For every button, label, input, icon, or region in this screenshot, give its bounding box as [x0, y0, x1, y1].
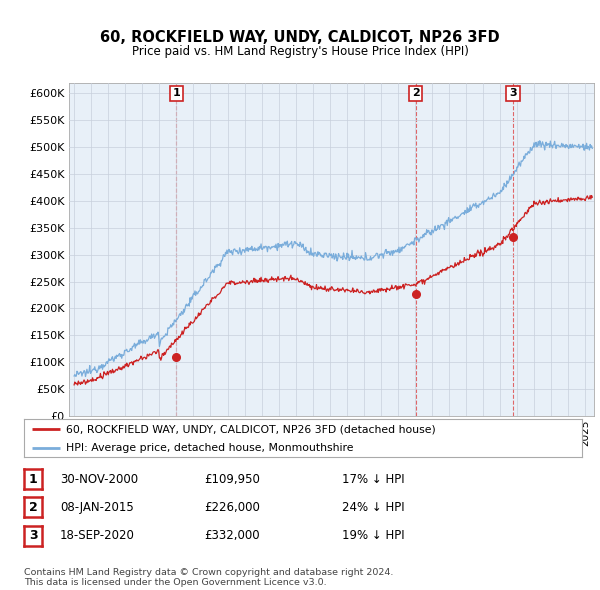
Text: £226,000: £226,000	[204, 501, 260, 514]
Text: £109,950: £109,950	[204, 473, 260, 486]
Text: Contains HM Land Registry data © Crown copyright and database right 2024.
This d: Contains HM Land Registry data © Crown c…	[24, 568, 394, 587]
Text: 30-NOV-2000: 30-NOV-2000	[60, 473, 138, 486]
Text: 18-SEP-2020: 18-SEP-2020	[60, 529, 135, 542]
Text: £332,000: £332,000	[204, 529, 260, 542]
Text: 08-JAN-2015: 08-JAN-2015	[60, 501, 134, 514]
Text: HPI: Average price, detached house, Monmouthshire: HPI: Average price, detached house, Monm…	[66, 442, 353, 453]
Text: 60, ROCKFIELD WAY, UNDY, CALDICOT, NP26 3FD: 60, ROCKFIELD WAY, UNDY, CALDICOT, NP26 …	[100, 30, 500, 45]
Text: 24% ↓ HPI: 24% ↓ HPI	[342, 501, 404, 514]
Text: 1: 1	[173, 88, 180, 99]
Text: 3: 3	[29, 529, 37, 542]
Text: 3: 3	[509, 88, 517, 99]
Text: 1: 1	[29, 473, 37, 486]
Text: Price paid vs. HM Land Registry's House Price Index (HPI): Price paid vs. HM Land Registry's House …	[131, 45, 469, 58]
Text: 17% ↓ HPI: 17% ↓ HPI	[342, 473, 404, 486]
Text: 60, ROCKFIELD WAY, UNDY, CALDICOT, NP26 3FD (detached house): 60, ROCKFIELD WAY, UNDY, CALDICOT, NP26 …	[66, 424, 436, 434]
Text: 2: 2	[29, 501, 37, 514]
Text: 2: 2	[412, 88, 419, 99]
Text: 19% ↓ HPI: 19% ↓ HPI	[342, 529, 404, 542]
